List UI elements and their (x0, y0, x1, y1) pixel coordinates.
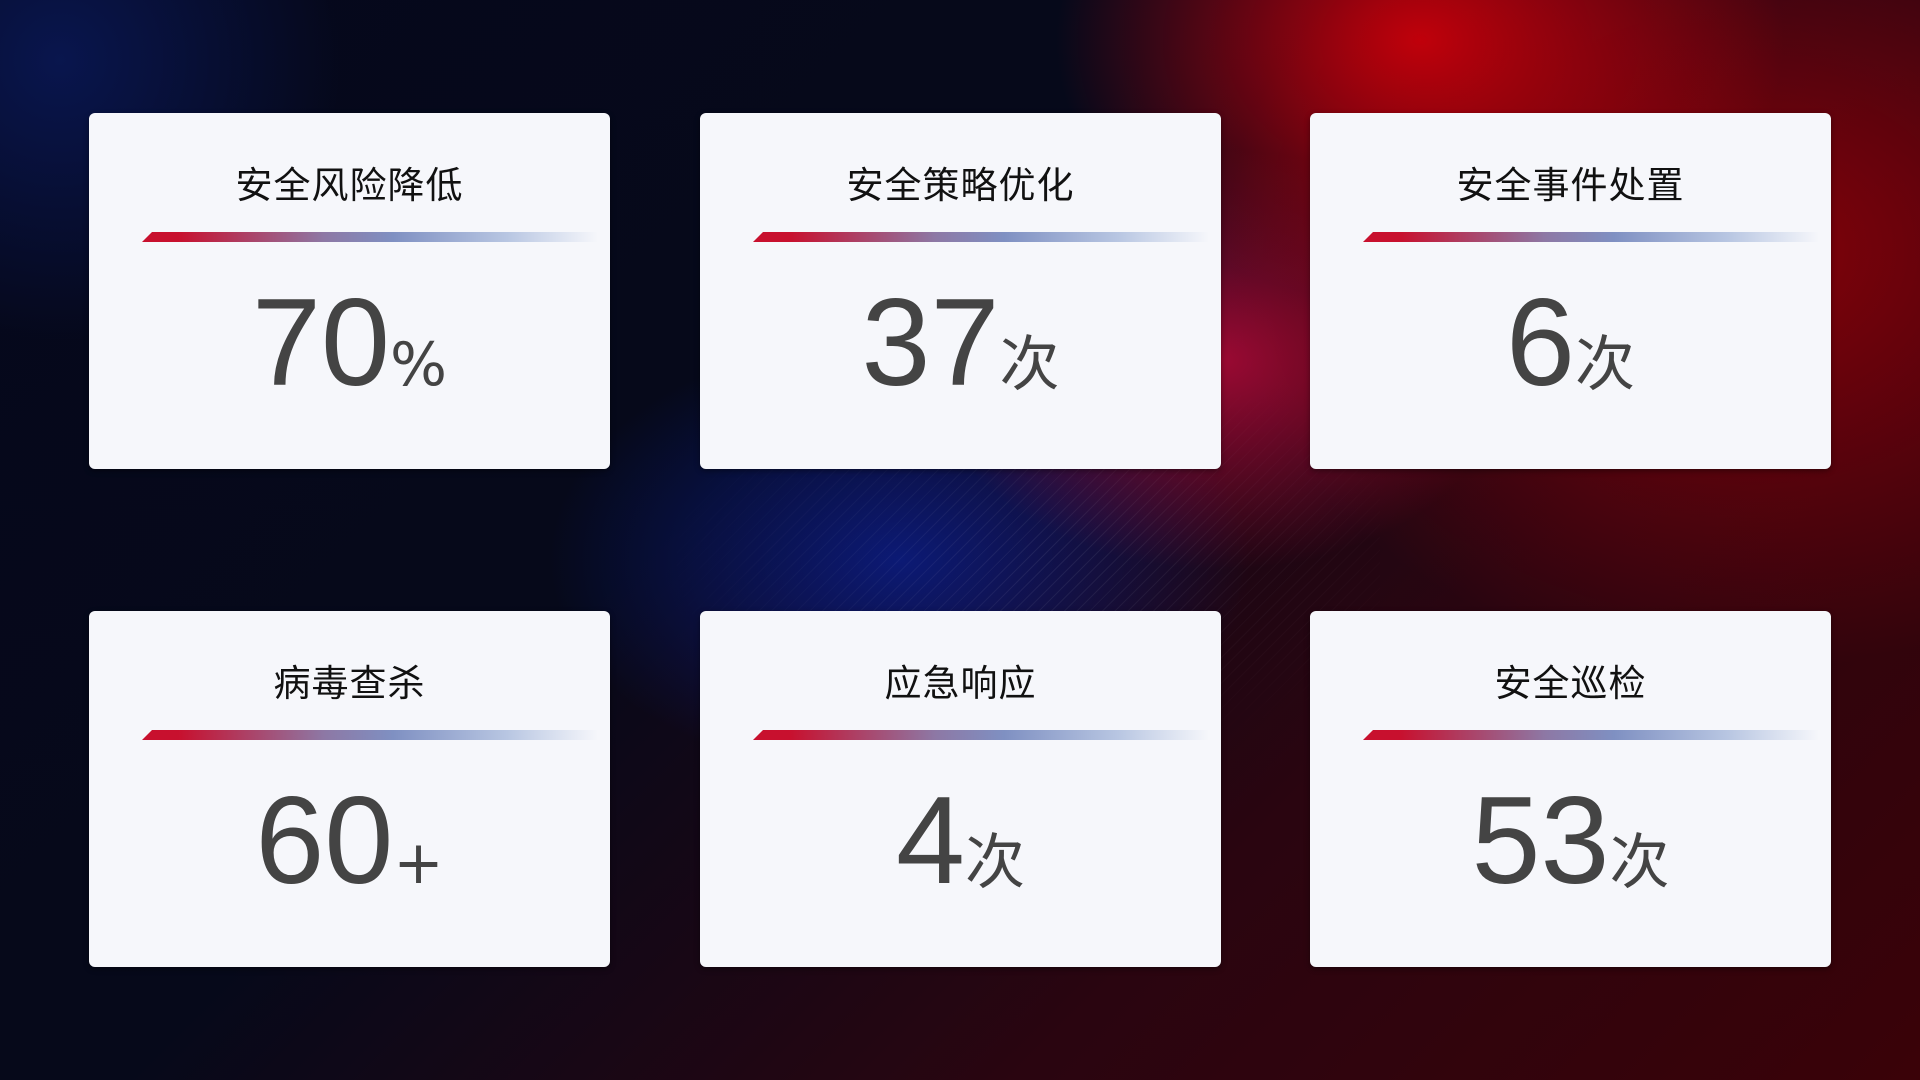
stat-card-virus-removal: 病毒查杀 60+ (89, 611, 610, 967)
card-value: 4次 (700, 779, 1221, 903)
stat-card-security-patrol: 安全巡检 53次 (1310, 611, 1831, 967)
card-divider (1363, 232, 1819, 242)
value-unit: % (389, 330, 447, 400)
value-unit: 次 (1609, 828, 1670, 898)
card-value: 60+ (89, 779, 610, 903)
value-unit: 次 (964, 828, 1025, 898)
card-title: 病毒查杀 (273, 662, 426, 705)
stat-card-risk-reduction: 安全风险降低 70% (89, 113, 610, 469)
card-title: 安全风险降低 (235, 164, 464, 207)
card-divider (753, 232, 1209, 242)
card-divider (1363, 730, 1819, 740)
value-unit: 次 (999, 330, 1060, 400)
stat-card-policy-optimization: 安全策略优化 37次 (700, 113, 1221, 469)
card-divider (142, 232, 598, 242)
value-number: 4 (896, 772, 965, 910)
card-title: 安全事件处置 (1456, 164, 1685, 207)
card-divider (142, 730, 598, 740)
value-unit: + (393, 828, 444, 898)
stat-card-emergency-response: 应急响应 4次 (700, 611, 1221, 967)
value-unit: 次 (1574, 330, 1635, 400)
card-title: 安全巡检 (1494, 662, 1647, 705)
card-divider (753, 730, 1209, 740)
card-value: 37次 (700, 281, 1221, 405)
card-title: 应急响应 (884, 662, 1037, 705)
stat-card-incident-handling: 安全事件处置 6次 (1310, 113, 1831, 469)
value-number: 70 (252, 274, 390, 412)
card-title: 安全策略优化 (846, 164, 1075, 207)
value-number: 37 (861, 274, 1000, 412)
card-value: 6次 (1310, 281, 1831, 405)
card-value: 70% (89, 281, 610, 405)
card-value: 53次 (1310, 779, 1831, 903)
value-number: 60 (255, 772, 394, 910)
value-number: 53 (1471, 772, 1610, 910)
value-number: 6 (1506, 274, 1575, 412)
